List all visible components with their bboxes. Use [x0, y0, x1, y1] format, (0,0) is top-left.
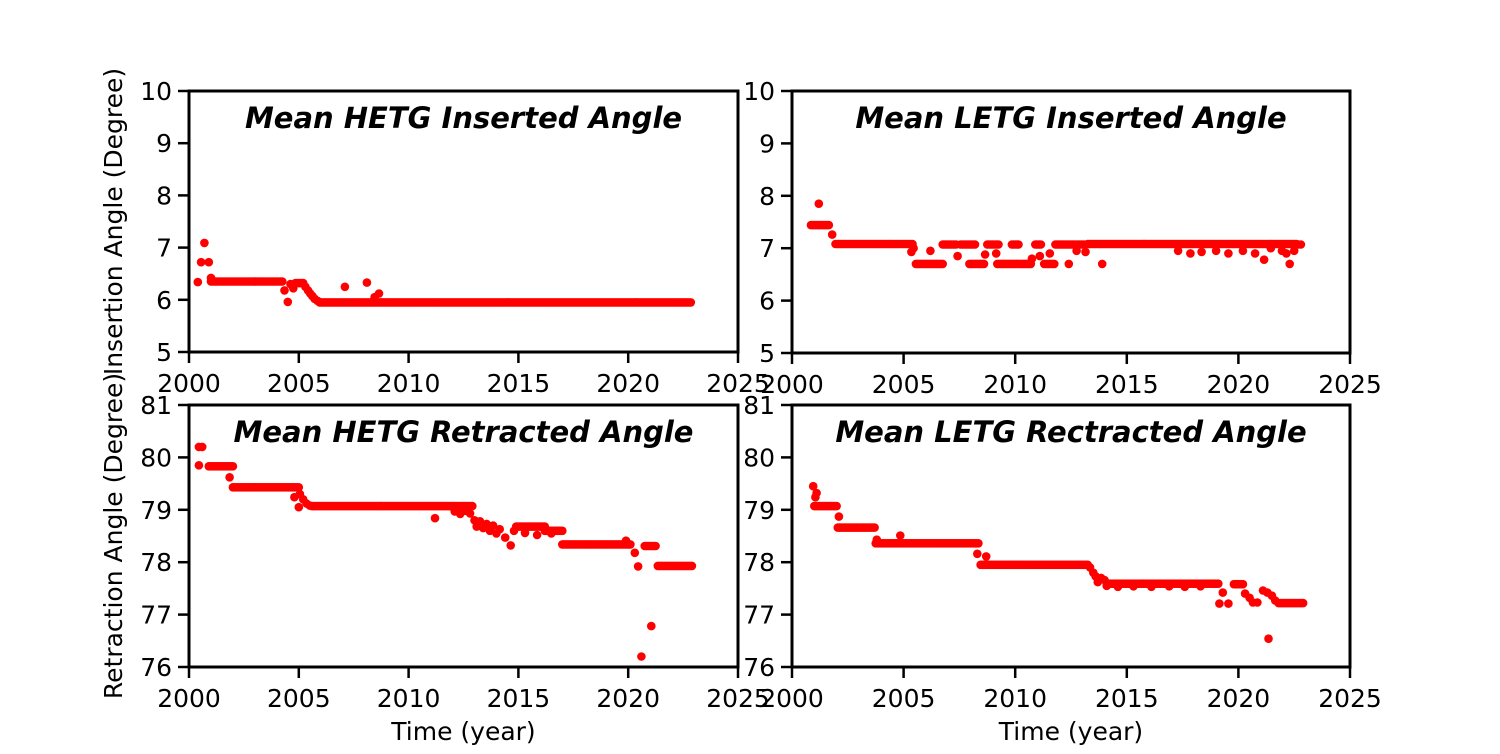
plot-top-right: 2000 2005 2010 2015 2020 2025 5 6 7 8 9 10 Mean LETG… [743, 77, 1382, 399]
scatter-points [193, 238, 696, 307]
axes-spines [790, 403, 1352, 669]
x-tick-label: 2000 [157, 684, 221, 713]
x-tick-label: 2025 [706, 684, 770, 713]
plot-title: Mean HETG Inserted Angle [245, 101, 682, 135]
x-tick-label: 2020 [1207, 684, 1271, 713]
x-tick-label: 2000 [760, 370, 824, 399]
y-tick-label: 9 [156, 129, 172, 158]
x-tick-label: 2015 [487, 369, 551, 398]
x-tick-label: 2020 [596, 369, 660, 398]
y-tick-label: 76 [140, 653, 172, 682]
scatter-points [808, 481, 1308, 643]
y-tick-label: 7 [759, 234, 775, 263]
x-tick-label: 2005 [872, 684, 936, 713]
x-axis-label: Time (year) [390, 717, 535, 746]
x-tick-label: 2025 [1318, 370, 1382, 399]
y-tick-label: 76 [743, 653, 775, 682]
y-tick-label: 6 [759, 287, 775, 316]
x-tick-label: 2010 [377, 369, 441, 398]
y-tick-label: 8 [759, 182, 775, 211]
y-tick-label: 78 [140, 548, 172, 577]
y-tick-label: 80 [743, 443, 775, 472]
y-tick-label: 10 [140, 77, 172, 106]
y-tick-label: 10 [743, 77, 775, 106]
y-tick-label: 77 [140, 601, 172, 630]
y-tick-label: 80 [140, 443, 172, 472]
scatter-points [806, 199, 1306, 269]
plot-bottom-right: 2000 2005 2010 2015 2020 2025 76 77 78 79 80 81 Mean… [743, 391, 1382, 746]
x-tick-label: 2010 [377, 684, 441, 713]
axes-spines [187, 89, 740, 354]
x-tick-label: 2015 [1095, 684, 1159, 713]
y-tick-label: 9 [759, 129, 775, 158]
x-tick-label: 2005 [872, 370, 936, 399]
plot-title: Mean HETG Retracted Angle [234, 415, 694, 449]
x-tick-label: 2005 [267, 369, 331, 398]
y-tick-label: 78 [743, 548, 775, 577]
axes-spines [187, 403, 740, 669]
x-tick-label: 2005 [267, 684, 331, 713]
x-tick-label: 2015 [1095, 370, 1159, 399]
x-tick-label: 2000 [157, 369, 221, 398]
y-tick-label: 79 [140, 496, 172, 525]
x-tick-label: 2025 [1318, 684, 1382, 713]
y-tick-label: 8 [156, 181, 172, 210]
x-tick-label: 2000 [760, 684, 824, 713]
y-tick-label: 77 [743, 601, 775, 630]
x-axis-label: Time (year) [998, 717, 1143, 746]
x-tick-label: 2010 [983, 370, 1047, 399]
y-tick-label: 79 [743, 496, 775, 525]
plot-title: Mean LETG Rectracted Angle [835, 415, 1306, 449]
y-tick-label: 81 [743, 391, 775, 420]
y-axis-label: Insertion Angle (Degree) [99, 68, 128, 375]
y-tick-label: 81 [140, 391, 172, 420]
axes-spines [790, 89, 1352, 355]
y-axis-label: Retraction Angle (Degree) [99, 373, 128, 699]
x-tick-label: 2010 [983, 684, 1047, 713]
x-tick-label: 2025 [706, 369, 770, 398]
scatter-points [194, 442, 697, 661]
x-tick-label: 2015 [487, 684, 551, 713]
plot-title: Mean LETG Inserted Angle [855, 101, 1286, 135]
y-tick-label: 5 [759, 339, 775, 368]
plot-top-left: 2000 2005 2010 2015 2020 2025 5 6 7 8 9 10 Mean HETG… [99, 68, 770, 398]
y-tick-label: 7 [156, 234, 172, 263]
y-tick-label: 6 [156, 286, 172, 315]
x-tick-label: 2020 [1207, 370, 1271, 399]
plot-bottom-left: 2000 2005 2010 2015 2020 2025 76 77 78 79 80 81 Mean… [99, 373, 770, 746]
y-tick-label: 5 [156, 338, 172, 367]
x-tick-label: 2020 [596, 684, 660, 713]
